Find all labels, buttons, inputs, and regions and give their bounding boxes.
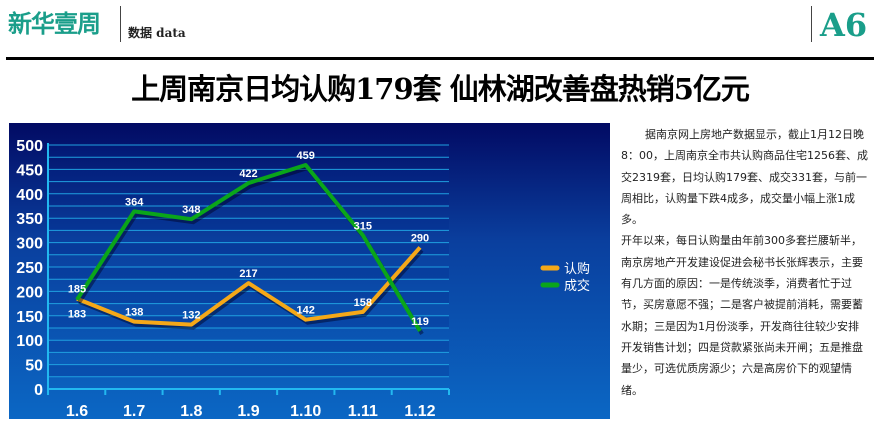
data-label: 138 xyxy=(125,307,143,319)
legend-label: 认购 xyxy=(564,261,590,277)
logo-text: 新华壹周 xyxy=(8,9,101,38)
grid-band xyxy=(48,340,449,353)
y-tick-label: 500 xyxy=(16,138,43,155)
grid-band xyxy=(48,145,449,158)
y-tick-label: 50 xyxy=(25,358,43,375)
data-label: 158 xyxy=(354,297,372,309)
data-label: 185 xyxy=(68,284,86,296)
grid-band xyxy=(48,291,449,304)
y-tick-label: 450 xyxy=(16,162,43,179)
section-label: 数据 data xyxy=(128,26,186,40)
y-tick-label: 150 xyxy=(16,309,43,326)
divider xyxy=(811,6,812,42)
data-label: 290 xyxy=(411,232,429,244)
data-label: 364 xyxy=(125,196,144,208)
data-label: 132 xyxy=(182,310,200,322)
masthead-logo: 新华壹周 xyxy=(8,4,101,39)
y-tick-label: 350 xyxy=(16,211,43,228)
grid-band xyxy=(48,267,449,280)
x-tick-label: 1.8 xyxy=(180,403,202,419)
data-label: 422 xyxy=(239,168,257,180)
y-tick-label: 0 xyxy=(34,382,43,399)
y-tick-label: 300 xyxy=(16,236,43,253)
data-label: 315 xyxy=(354,220,372,232)
article-paragraph: 据南京网上房地产数据显示，截止1月12日晚8：00，上周南京全市共认购商品住宅1… xyxy=(621,128,868,227)
data-label: 183 xyxy=(68,309,86,321)
y-tick-label: 200 xyxy=(16,284,43,301)
divider xyxy=(120,6,121,42)
y-tick-label: 100 xyxy=(16,333,43,350)
x-tick-label: 1.12 xyxy=(404,403,435,419)
chart-svg: 0 50 100 150 200 250 300 350 400 450 500 1.6 1.7 1.8 1… xyxy=(16,138,590,420)
page-number: A6 xyxy=(820,6,868,44)
x-tick-label: 1.11 xyxy=(348,403,378,419)
line-chart: 0 50 100 150 200 250 300 350 400 450 500 1.6 1.7 1.8 1… xyxy=(9,123,610,420)
y-tick-label: 250 xyxy=(16,260,43,277)
grid-band xyxy=(48,242,449,255)
data-label: 459 xyxy=(296,150,314,162)
x-tick-label: 1.9 xyxy=(237,403,259,419)
data-label: 217 xyxy=(239,268,257,280)
article: 据南京网上房地产数据显示，截止1月12日晚8：00，上周南京全市共认购商品住宅1… xyxy=(621,124,869,401)
legend-label: 成交 xyxy=(564,278,590,294)
grid-band xyxy=(48,193,449,206)
header-rule xyxy=(6,57,874,60)
grid-band xyxy=(48,218,449,231)
grid-band xyxy=(48,364,449,377)
data-label: 119 xyxy=(411,316,429,328)
data-label: 142 xyxy=(296,305,314,317)
article-paragraph: 开年以来，每日认购量由年前300多套拦腰斩半，南京房地产开发建设促进会秘书长张辉… xyxy=(621,234,863,397)
x-tick-label: 1.7 xyxy=(123,403,145,419)
grid-band xyxy=(48,169,449,182)
x-tick-label: 1.6 xyxy=(66,403,88,419)
grid-band xyxy=(48,315,449,328)
headline: 上周南京日均认购179套 仙林湖改善盘热销5亿元 xyxy=(131,72,750,106)
series-line-认购 xyxy=(76,246,422,327)
y-tick-label: 400 xyxy=(16,187,43,204)
series-line-成交 xyxy=(75,163,422,332)
data-label: 348 xyxy=(182,204,200,216)
x-tick-label: 1.10 xyxy=(290,403,321,419)
